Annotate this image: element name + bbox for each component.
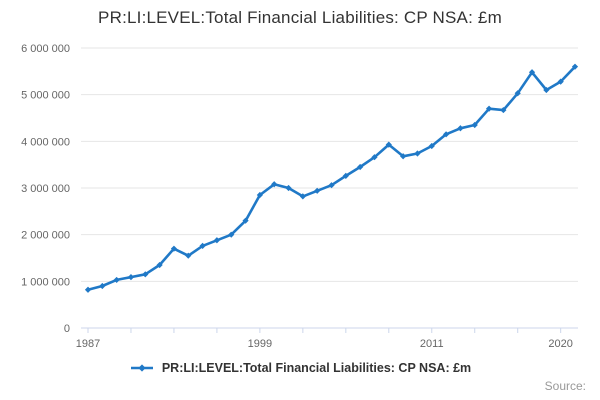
x-axis-labels: 1987 1999 2011 2020 bbox=[76, 338, 573, 350]
y-tick-label: 3 000 000 bbox=[21, 183, 70, 195]
chart-title: PR:LI:LEVEL:Total Financial Liabilities:… bbox=[98, 8, 502, 27]
y-tick-label: 2 000 000 bbox=[21, 230, 70, 242]
data-point[interactable] bbox=[528, 69, 536, 76]
plot-area: 0 1 000 000 2 000 000 3 000 000 4 000 000 5 0… bbox=[21, 43, 579, 350]
data-point[interactable] bbox=[185, 252, 192, 259]
data-point[interactable] bbox=[543, 86, 550, 94]
data-point[interactable] bbox=[142, 271, 149, 278]
data-point[interactable] bbox=[328, 182, 335, 189]
data-point[interactable] bbox=[99, 282, 106, 290]
series-markers bbox=[84, 63, 579, 293]
legend-label: PR:LI:LEVEL:Total Financial Liabilities:… bbox=[161, 361, 472, 375]
data-point[interactable] bbox=[371, 154, 378, 161]
y-tick-label: 1 000 000 bbox=[21, 276, 70, 288]
data-point[interactable] bbox=[471, 121, 478, 129]
y-tick-label: 6 000 000 bbox=[21, 43, 70, 55]
data-point[interactable] bbox=[428, 142, 435, 150]
x-axis-ticks bbox=[87, 328, 562, 333]
data-point[interactable] bbox=[357, 163, 364, 171]
data-point[interactable] bbox=[342, 172, 349, 179]
legend[interactable]: PR:LI:LEVEL:Total Financial Liabilities:… bbox=[0, 359, 600, 377]
data-point[interactable] bbox=[213, 237, 221, 244]
data-point[interactable] bbox=[385, 141, 392, 148]
data-point[interactable] bbox=[400, 153, 407, 160]
x-tick-label: 2011 bbox=[420, 338, 444, 350]
data-point[interactable] bbox=[500, 106, 507, 114]
y-tick-label: 0 bbox=[64, 323, 70, 335]
data-point[interactable] bbox=[457, 125, 464, 132]
data-point[interactable] bbox=[170, 245, 178, 252]
legend-line-symbol bbox=[130, 364, 153, 372]
x-tick-label: 2020 bbox=[548, 338, 572, 350]
series-line bbox=[87, 65, 576, 291]
data-point[interactable] bbox=[571, 63, 579, 70]
data-point[interactable] bbox=[256, 191, 263, 199]
data-point[interactable] bbox=[514, 90, 521, 97]
data-point[interactable] bbox=[285, 184, 292, 192]
data-point[interactable] bbox=[414, 150, 421, 157]
y-tick-label: 4 000 000 bbox=[21, 136, 70, 148]
data-point[interactable] bbox=[442, 131, 450, 138]
data-point[interactable] bbox=[228, 231, 235, 238]
data-point[interactable] bbox=[156, 261, 163, 269]
y-tick-label: 5 000 000 bbox=[21, 90, 70, 102]
data-point[interactable] bbox=[113, 276, 120, 284]
data-point[interactable] bbox=[485, 105, 493, 112]
data-point[interactable] bbox=[314, 187, 321, 194]
data-point[interactable] bbox=[242, 217, 249, 224]
data-point[interactable] bbox=[299, 193, 306, 200]
x-tick-label: 1987 bbox=[76, 338, 100, 350]
data-point[interactable] bbox=[199, 242, 206, 249]
data-point[interactable] bbox=[271, 181, 278, 188]
source-label: Source: bbox=[544, 379, 586, 393]
gridlines bbox=[81, 47, 578, 282]
y-axis-labels: 0 1 000 000 2 000 000 3 000 000 4 000 000 5 0… bbox=[21, 43, 70, 335]
x-tick-label: 1999 bbox=[248, 338, 272, 350]
data-point[interactable] bbox=[84, 286, 92, 293]
data-point[interactable] bbox=[127, 274, 135, 281]
data-point[interactable] bbox=[557, 78, 564, 85]
